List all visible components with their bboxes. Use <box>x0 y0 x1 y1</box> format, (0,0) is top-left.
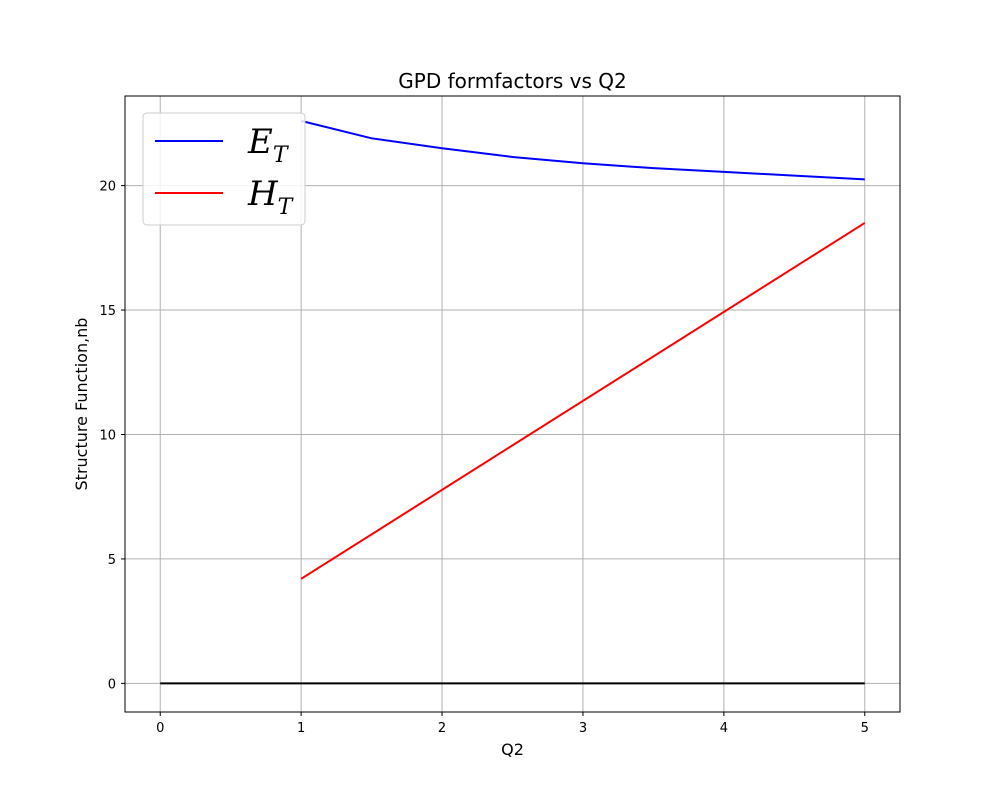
legend-label-main: H <box>247 174 279 214</box>
y-tick-label: 15 <box>99 304 116 319</box>
x-tick-label: 2 <box>438 721 446 736</box>
legend-label-subscript: T <box>278 195 295 220</box>
grid <box>125 96 900 712</box>
ticks: 0 1 2 3 4 5 0 5 10 15 20 <box>99 180 868 736</box>
x-tick-label: 1 <box>297 721 305 736</box>
x-tick-label: 4 <box>720 721 728 736</box>
chart-title: GPD formfactors vs Q2 <box>398 69 626 93</box>
series-line-e-t <box>300 119 865 181</box>
y-tick-label: 10 <box>99 428 116 443</box>
legend-label-e-t: ET <box>247 122 290 168</box>
y-tick-label: 20 <box>99 180 116 195</box>
legend-label-subscript: T <box>273 143 290 168</box>
x-tick-label: 0 <box>156 721 164 736</box>
series-layer <box>160 119 866 685</box>
x-axis-label: Q2 <box>501 740 524 759</box>
legend-label-h-t: HT <box>247 174 295 220</box>
plot-frame <box>124 95 901 713</box>
series-line-h-t <box>300 222 866 580</box>
x-tick-label: 3 <box>579 721 587 736</box>
y-axis-label: Structure Function,nb <box>72 318 91 491</box>
y-tick-label: 0 <box>108 677 116 692</box>
legend-label-main: E <box>247 122 273 162</box>
y-tick-label: 5 <box>108 553 116 568</box>
x-tick-label: 5 <box>861 721 869 736</box>
